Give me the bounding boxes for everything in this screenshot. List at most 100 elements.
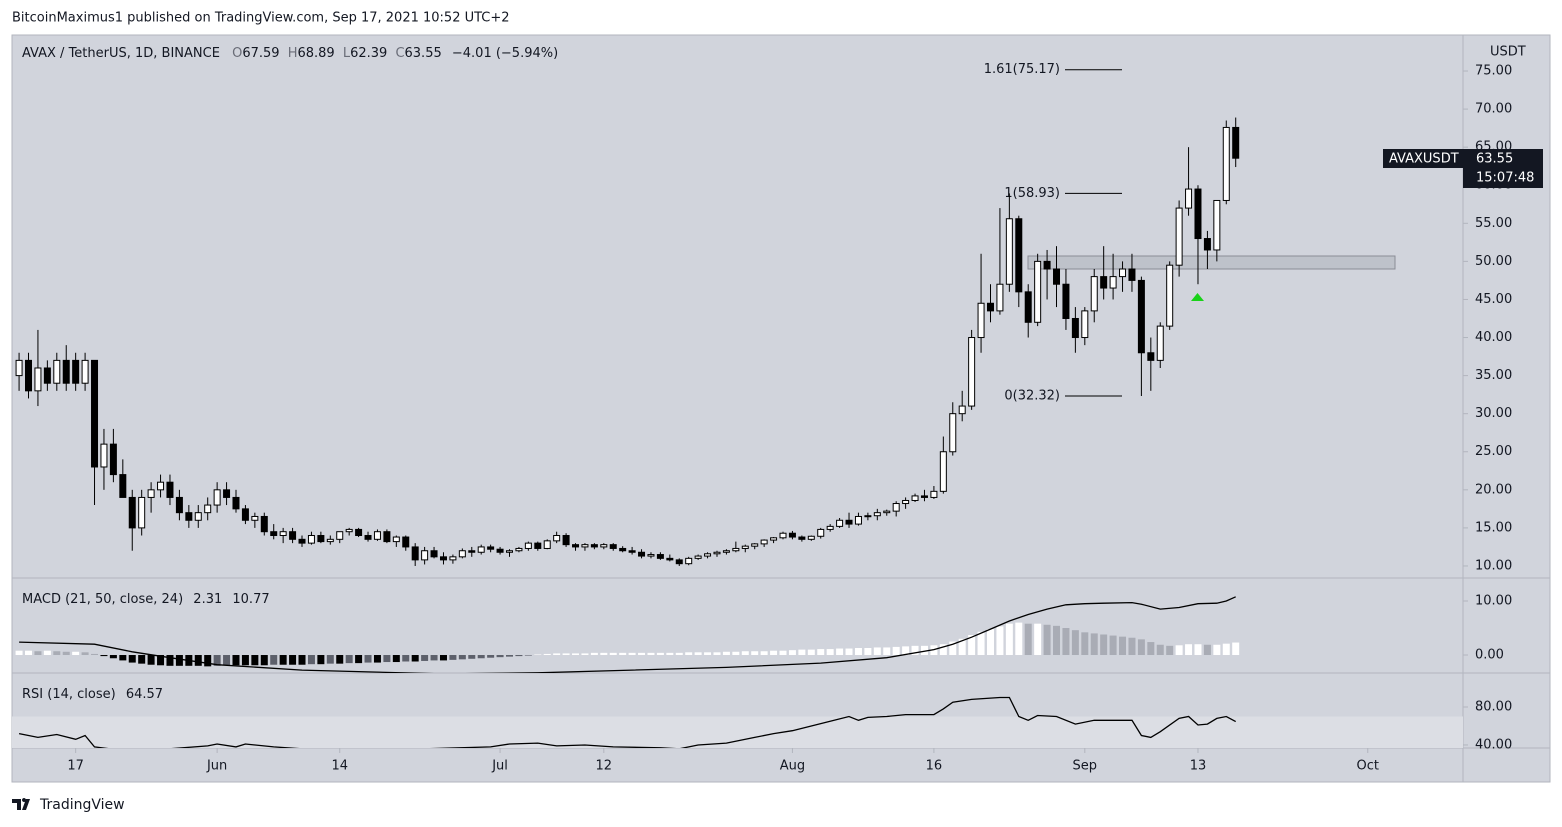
macd-bar	[1194, 644, 1202, 656]
candle-body	[336, 531, 344, 540]
macd-hist-value: 2.31	[193, 592, 222, 607]
candle-body	[204, 504, 212, 514]
macd-bar	[430, 655, 438, 661]
candle-body	[34, 367, 42, 392]
candle-body	[279, 531, 287, 537]
candle-body	[147, 489, 155, 498]
candle-body	[194, 512, 202, 521]
macd-bar	[317, 655, 325, 665]
candle-body	[977, 302, 985, 339]
candle-body	[1185, 188, 1193, 209]
candle-body	[364, 535, 372, 540]
candle-body	[656, 554, 664, 559]
candle-body	[411, 546, 419, 561]
candle-body	[1156, 325, 1164, 361]
candle-body	[543, 540, 551, 549]
macd-bar	[1185, 644, 1193, 656]
chart-frame	[11, 34, 1551, 783]
candle-body	[562, 535, 570, 546]
macd-bar	[713, 652, 721, 656]
candle-body	[1081, 310, 1089, 339]
candle-body	[600, 544, 608, 548]
macd-title: MACD (21, 50, close, 24)	[22, 592, 183, 607]
macd-bar	[373, 655, 381, 663]
rsi-line	[18, 696, 1237, 748]
candle-body	[213, 489, 221, 506]
macd-bar	[1213, 644, 1221, 656]
candle-body	[1034, 260, 1042, 323]
candle-body	[685, 557, 693, 565]
y-tick-label: 15.00	[1475, 520, 1512, 535]
candle-body	[694, 555, 702, 559]
candle-body	[317, 535, 325, 543]
candle-body	[241, 508, 249, 521]
candle-body	[609, 544, 617, 549]
legend-key: L	[343, 46, 351, 61]
macd-bar	[223, 655, 231, 666]
macd-bar	[1137, 639, 1145, 656]
candle-body	[373, 531, 381, 540]
candle-body	[788, 532, 796, 538]
macd-bar	[411, 655, 419, 662]
candle-body	[439, 556, 447, 561]
candle-body	[996, 283, 1004, 312]
candle-body	[1100, 276, 1108, 289]
candle-body	[1203, 238, 1211, 251]
candle-body	[1005, 218, 1013, 285]
candle-body	[722, 550, 730, 553]
macd-bar	[864, 647, 872, 656]
macd-bar	[1043, 624, 1051, 656]
candle-body	[515, 547, 523, 552]
candle-body	[326, 538, 334, 543]
macd-bar	[609, 652, 617, 656]
macd-bar	[675, 652, 683, 656]
macd-bar	[760, 651, 768, 656]
macd-bar	[25, 650, 33, 656]
legend: AVAX / TetherUS, 1D, BINANCE O67.59 H68.…	[22, 46, 558, 61]
macd-bar	[779, 650, 787, 656]
candle-body	[175, 496, 183, 514]
macd-bar	[355, 655, 363, 664]
candle-body	[836, 519, 844, 527]
macd-bar	[449, 655, 457, 660]
y-tick-label: 50.00	[1475, 254, 1512, 269]
candle-body	[15, 359, 23, 377]
candle-body	[1147, 352, 1155, 361]
candle-body	[902, 499, 910, 505]
candle-body	[1024, 291, 1032, 323]
candle-body	[581, 544, 589, 548]
candle-body	[534, 542, 542, 549]
macd-bar	[685, 652, 693, 656]
macd-bar	[468, 655, 476, 659]
candle-body	[1015, 218, 1023, 293]
fib-label: 1(58.93)	[1004, 186, 1060, 201]
macd-bar	[487, 655, 495, 658]
macd-bar	[911, 645, 919, 656]
macd-bar	[439, 655, 447, 661]
macd-bar	[534, 654, 542, 656]
close-value: 63.55	[405, 46, 442, 61]
candle-body	[270, 531, 278, 537]
macd-bar	[873, 647, 881, 656]
legend-key: C	[395, 46, 404, 61]
macd-bar	[977, 631, 985, 656]
macd-bar	[600, 652, 608, 656]
candle-body	[1043, 260, 1051, 270]
candle-body	[1119, 268, 1127, 278]
candle-body	[920, 495, 928, 498]
macd-bar	[392, 655, 400, 663]
macd-bar	[581, 653, 589, 656]
x-tick-label: Jun	[206, 759, 227, 774]
candle-body	[62, 359, 70, 384]
candle-body	[487, 546, 495, 550]
candle-body	[100, 443, 108, 468]
publisher-header: BitcoinMaximus1 published on TradingView…	[12, 11, 510, 26]
macd-bar	[1203, 644, 1211, 656]
candle-body	[185, 512, 193, 521]
candle-body	[883, 510, 891, 514]
candle-body	[1213, 199, 1221, 251]
macd-line	[19, 596, 1236, 673]
candle-body	[939, 451, 947, 492]
macd-bar	[619, 652, 627, 656]
macd-bar	[270, 655, 278, 665]
